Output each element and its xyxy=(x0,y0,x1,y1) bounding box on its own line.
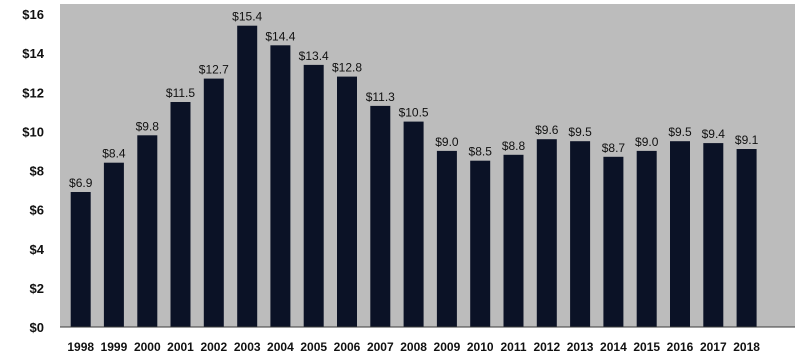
data-label: $9.0 xyxy=(635,135,659,149)
data-label: $8.7 xyxy=(602,141,626,155)
bar xyxy=(70,192,91,327)
x-axis: 1998 1999 2000 2001 2002 2003 2004 2005 2006 2007… xyxy=(67,340,760,354)
x-tick-label: 2017 xyxy=(700,340,727,354)
data-label: $9.4 xyxy=(702,127,726,141)
data-label: $10.5 xyxy=(399,106,429,120)
x-tick-label: 2011 xyxy=(500,340,526,354)
x-tick-label: 2015 xyxy=(633,340,660,354)
bar xyxy=(503,154,524,327)
bar xyxy=(137,135,158,327)
bar xyxy=(370,105,391,328)
bar xyxy=(170,102,191,327)
x-tick-label: 1998 xyxy=(67,340,94,354)
data-label: $9.1 xyxy=(735,133,759,147)
bar xyxy=(270,45,291,328)
bar xyxy=(570,141,591,327)
data-label: $8.5 xyxy=(469,145,493,159)
x-tick-label: 2013 xyxy=(567,340,594,354)
bar xyxy=(203,78,224,327)
data-label: $15.4 xyxy=(232,10,262,24)
data-label: $9.8 xyxy=(136,119,160,133)
x-tick-label: 2004 xyxy=(267,340,294,354)
data-label: $8.8 xyxy=(502,139,526,153)
bar xyxy=(536,139,557,327)
x-tick-label: 2001 xyxy=(167,340,194,354)
y-tick-label: $2 xyxy=(30,281,44,296)
x-tick-label: 2009 xyxy=(434,340,461,354)
data-label: $12.7 xyxy=(199,63,229,77)
bar xyxy=(436,150,457,327)
data-label: $13.4 xyxy=(299,49,329,63)
data-label: $11.3 xyxy=(366,90,395,104)
y-tick-label: $8 xyxy=(30,164,44,179)
bars xyxy=(70,25,757,328)
data-label: $12.8 xyxy=(332,61,362,75)
bar xyxy=(337,76,357,327)
x-tick-label: 2007 xyxy=(367,340,394,354)
x-tick-label: 2012 xyxy=(533,340,560,354)
x-tick-label: 2018 xyxy=(733,340,760,354)
data-label: $9.5 xyxy=(568,125,592,139)
data-label: $9.5 xyxy=(668,125,692,139)
y-tick-label: $12 xyxy=(22,85,44,100)
bar xyxy=(303,64,324,328)
bar xyxy=(703,143,724,327)
x-tick-label: 2008 xyxy=(400,340,427,354)
data-label: $6.9 xyxy=(69,176,93,190)
data-label: $14.4 xyxy=(265,29,295,43)
data-label: $9.6 xyxy=(535,123,559,137)
y-tick-label: $14 xyxy=(22,46,44,61)
bar xyxy=(470,160,491,327)
x-tick-label: 2000 xyxy=(134,340,161,354)
bar xyxy=(103,162,124,327)
bar xyxy=(636,150,657,327)
x-tick-label: 2005 xyxy=(300,340,327,354)
y-tick-label: $10 xyxy=(22,124,44,139)
data-label: $8.4 xyxy=(102,147,126,161)
bar xyxy=(403,121,424,327)
bar xyxy=(237,25,258,327)
x-tick-label: 2006 xyxy=(334,340,361,354)
x-tick-label: 2003 xyxy=(234,340,261,354)
bar xyxy=(603,156,624,327)
x-tick-label: 2016 xyxy=(667,340,694,354)
x-tick-label: 2014 xyxy=(600,340,627,354)
x-tick-label: 1999 xyxy=(101,340,128,354)
bar xyxy=(670,141,690,327)
x-tick-label: 2010 xyxy=(467,340,494,354)
bar xyxy=(736,149,757,327)
y-tick-label: $16 xyxy=(22,7,44,22)
y-axis: $0 $2 $4 $6 $8 $10 $12 $14 $16 xyxy=(22,7,44,335)
data-labels: $6.9 $8.4 $9.8 $11.5 $12.7 $15.4$14.4 $13.4$12… xyxy=(69,10,759,190)
data-label: $11.5 xyxy=(166,86,195,100)
y-tick-label: $0 xyxy=(30,320,44,335)
data-label: $9.0 xyxy=(435,135,459,149)
y-tick-label: $6 xyxy=(30,203,44,218)
y-tick-label: $4 xyxy=(30,242,45,257)
x-tick-label: 2002 xyxy=(200,340,227,354)
